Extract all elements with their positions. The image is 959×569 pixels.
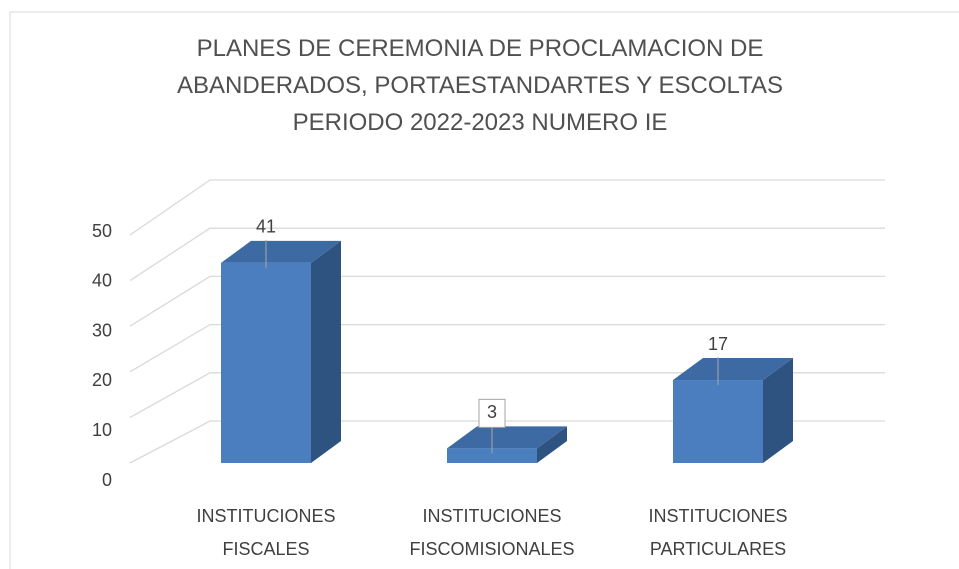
data-label: 3: [487, 402, 497, 422]
bar-side: [311, 240, 341, 463]
chart-border: [9, 11, 959, 569]
y-tick-label: 20: [92, 370, 112, 390]
y-tick-label: 30: [92, 320, 112, 340]
y-tick-label: 50: [92, 221, 112, 241]
bar-side: [763, 358, 793, 463]
grid-line: [129, 420, 885, 464]
grid-line: [129, 323, 885, 373]
data-label-box: [478, 398, 506, 428]
grid-line: [129, 372, 885, 418]
bar: [447, 448, 537, 463]
y-tick-label: 0: [102, 470, 112, 490]
bar-side: [537, 426, 567, 463]
y-tick-label: 10: [92, 420, 112, 440]
bar-top: [221, 240, 341, 263]
y-tick-label: 40: [92, 271, 112, 291]
bar-top: [673, 358, 793, 381]
data-label: 17: [708, 334, 728, 354]
bar-top: [447, 426, 567, 449]
x-tick-label: INSTITUCIONES FISCALES: [196, 506, 336, 559]
data-label: 41: [256, 217, 276, 237]
bar: [221, 262, 311, 463]
x-tick-label: INSTITUCIONES PARTICULARES: [648, 506, 788, 559]
x-tick-label: INSTITUCIONES FISCOMISIONALES: [409, 506, 575, 559]
grid-line: [129, 275, 885, 327]
chart-title: PLANES DE CEREMONIA DE PROCLAMACION DE A…: [177, 35, 783, 136]
grid-line: [129, 179, 885, 236]
grid-line: [129, 227, 885, 282]
bar: [673, 380, 763, 463]
